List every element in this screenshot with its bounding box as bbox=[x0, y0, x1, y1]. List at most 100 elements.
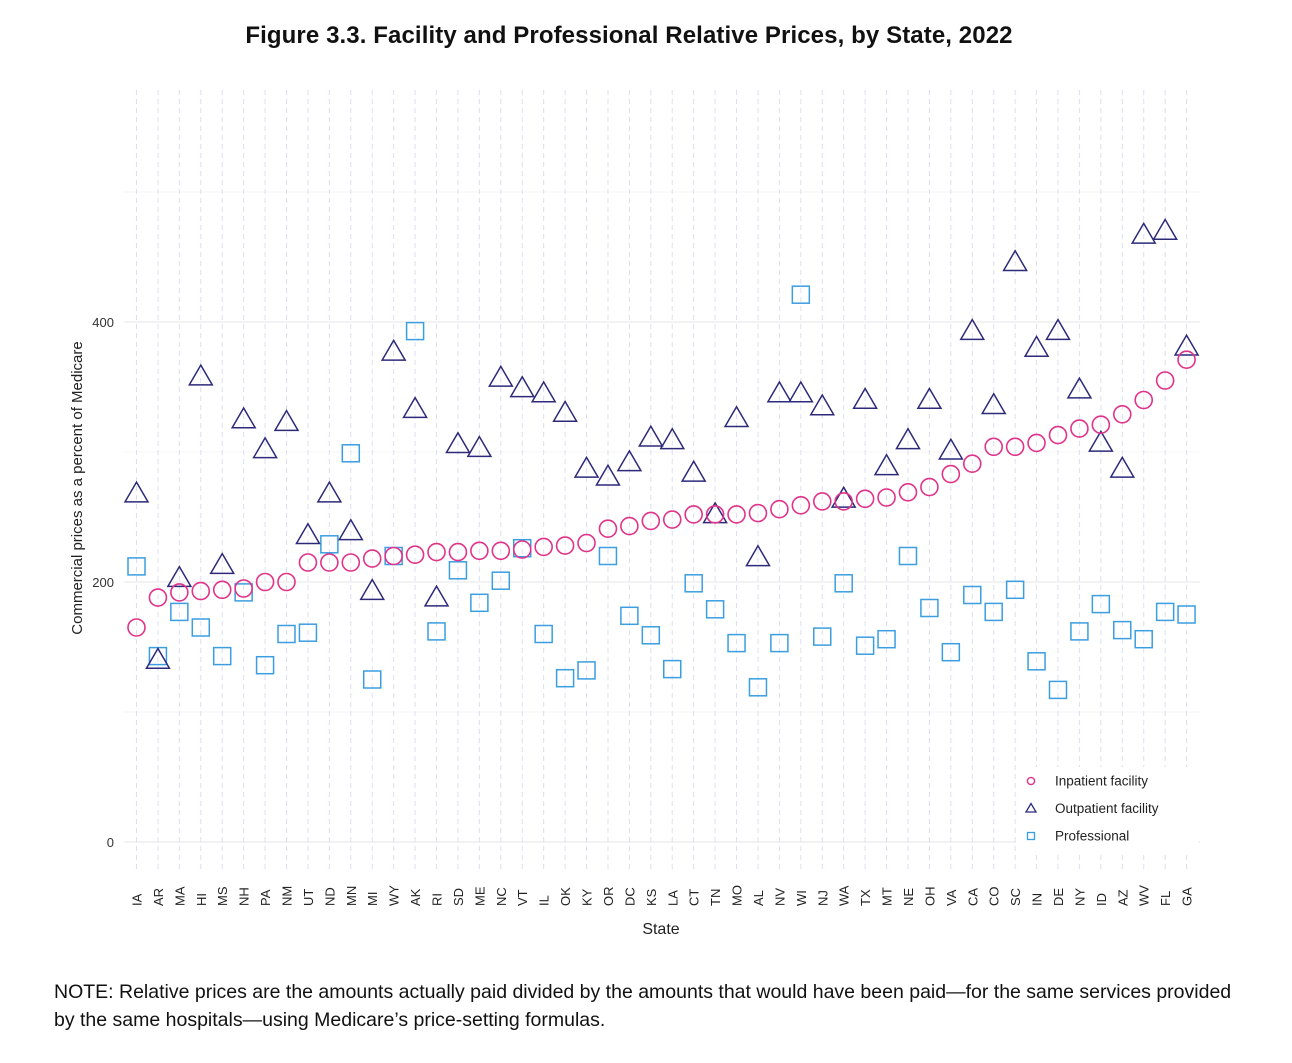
x-tick-label: WV bbox=[1137, 885, 1152, 906]
professional-point bbox=[298, 623, 318, 642]
x-tick-label: IA bbox=[130, 893, 145, 906]
outpatient-point bbox=[895, 427, 921, 450]
outpatient-point bbox=[316, 480, 343, 503]
inpatient-point bbox=[941, 464, 961, 484]
outpatient-point bbox=[1088, 429, 1114, 452]
x-tick-label: IN bbox=[1030, 893, 1045, 906]
professional-point bbox=[1027, 652, 1046, 671]
legend-item: Professional bbox=[1026, 829, 1129, 844]
x-tick-label: WY bbox=[387, 885, 402, 906]
professional-point bbox=[963, 585, 982, 605]
outpatient-point bbox=[252, 436, 278, 459]
professional-point bbox=[427, 622, 446, 641]
outpatient-point bbox=[230, 406, 257, 429]
professional-point bbox=[341, 444, 361, 463]
professional-point bbox=[1091, 594, 1111, 614]
x-tick-label: GA bbox=[1180, 887, 1195, 906]
x-axis-label: State bbox=[642, 921, 679, 938]
outpatient-point bbox=[145, 647, 171, 670]
inpatient-point bbox=[812, 492, 832, 511]
outpatient-point bbox=[1152, 218, 1178, 241]
legend-item: Outpatient facility bbox=[1024, 801, 1159, 816]
professional-point bbox=[577, 661, 596, 680]
chart-title: Figure 3.3. Facility and Professional Re… bbox=[245, 22, 1013, 49]
x-tick-label: CA bbox=[965, 888, 980, 906]
x-tick-label: NY bbox=[1072, 888, 1087, 906]
outpatient-point bbox=[1002, 249, 1028, 272]
professional-point bbox=[641, 626, 661, 645]
inpatient-point bbox=[1134, 390, 1154, 410]
professional-point bbox=[984, 602, 1003, 622]
x-tick-label: AZ bbox=[1115, 889, 1130, 906]
outpatient-point bbox=[423, 584, 450, 607]
x-tick-label: ID bbox=[1094, 893, 1109, 906]
inpatient-point bbox=[448, 542, 468, 562]
professional-point bbox=[834, 574, 853, 593]
professional-point bbox=[920, 598, 939, 618]
inpatient-point bbox=[234, 579, 253, 598]
outpatient-point bbox=[916, 387, 943, 410]
inpatient-point bbox=[791, 495, 811, 515]
outpatient-point bbox=[1130, 221, 1157, 244]
inpatient-point bbox=[1027, 433, 1046, 453]
outpatient-point bbox=[123, 480, 150, 503]
inpatient-point bbox=[277, 572, 296, 592]
inpatient-point bbox=[427, 542, 446, 562]
x-tick-label: NV bbox=[772, 888, 787, 906]
professional-point bbox=[1155, 602, 1175, 622]
inpatient-point bbox=[405, 545, 425, 565]
professional-point bbox=[277, 624, 296, 644]
x-tick-label: NM bbox=[280, 886, 295, 906]
outpatient-point bbox=[638, 424, 664, 447]
professional-point bbox=[491, 571, 511, 590]
x-tick-label: LA bbox=[665, 890, 680, 906]
professional-point bbox=[470, 593, 489, 613]
inpatient-point bbox=[170, 583, 189, 602]
outpatient-point bbox=[1109, 455, 1136, 478]
inpatient-point bbox=[877, 488, 896, 507]
inpatient-point bbox=[855, 489, 875, 509]
professional-point bbox=[405, 321, 425, 341]
legend-box bbox=[1016, 767, 1198, 851]
outpatient-point bbox=[445, 431, 471, 454]
x-tick-label: ME bbox=[472, 886, 487, 906]
outpatient-point bbox=[187, 363, 214, 386]
legend-square-icon bbox=[1026, 831, 1036, 841]
professional-point bbox=[127, 557, 146, 576]
outpatient-point bbox=[380, 338, 407, 361]
professional-point bbox=[255, 655, 275, 675]
outpatient-point bbox=[530, 380, 557, 403]
outpatient-point bbox=[1045, 318, 1071, 341]
outpatient-point bbox=[980, 392, 1007, 415]
inpatient-point bbox=[984, 437, 1004, 457]
grid-layer bbox=[124, 90, 1200, 872]
legend-circle-icon bbox=[1026, 776, 1036, 786]
x-tick-label: SD bbox=[451, 888, 466, 906]
inpatient-point bbox=[641, 511, 661, 531]
inpatient-point bbox=[770, 499, 789, 519]
scatter-chart: 0 200 400 IA AR MA HI MS NH PA NM UT ND MN MI WY AK RI SD… bbox=[69, 90, 1200, 938]
legend-item: Inpatient facility bbox=[1026, 774, 1148, 789]
outpatient-point bbox=[723, 405, 750, 428]
inpatient-point bbox=[662, 510, 682, 529]
x-tick-label: CT bbox=[687, 889, 702, 906]
x-tick-label: NC bbox=[494, 887, 509, 906]
inpatient-point bbox=[898, 482, 918, 502]
x-tick-label: OR bbox=[601, 887, 616, 907]
chart-note: NOTE: Relative prices are the amounts ac… bbox=[54, 981, 1232, 1031]
x-tick-label: AR bbox=[151, 888, 166, 906]
outpatient-point bbox=[852, 387, 878, 410]
professional-point bbox=[705, 600, 725, 619]
outpatient-point bbox=[295, 522, 321, 545]
professional-point bbox=[748, 678, 768, 697]
professional-point bbox=[448, 561, 468, 580]
professional-point bbox=[813, 627, 832, 646]
outpatient-point bbox=[959, 318, 986, 341]
professional-point bbox=[855, 636, 875, 655]
x-tick-label: SC bbox=[1008, 888, 1023, 906]
x-tick-label: TX bbox=[858, 889, 873, 906]
professional-point bbox=[1134, 629, 1153, 649]
outpatient-point bbox=[616, 449, 643, 472]
professional-point bbox=[555, 668, 575, 688]
x-tick-label: OH bbox=[922, 887, 937, 907]
